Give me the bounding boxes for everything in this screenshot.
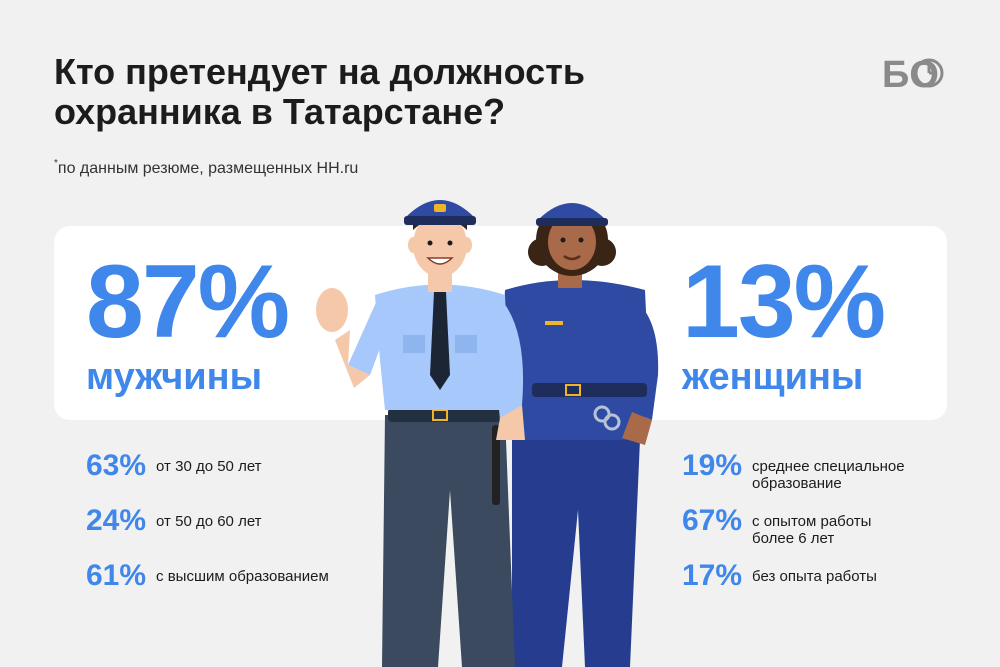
footnote-marker: *: [54, 158, 58, 169]
page-title: Кто претендует на должность охранника в …: [54, 52, 674, 132]
men-percent: 87%: [86, 244, 290, 360]
women-percent: 13%: [682, 244, 886, 360]
female-guard-figure: [500, 203, 659, 667]
logo: БО: [882, 54, 944, 92]
source-note-text: по данным резюме, размещенных HH.ru: [57, 160, 359, 177]
source-note: *по данным резюме, размещенных HH.ru: [54, 158, 359, 178]
stat-text: без опыта работы: [752, 568, 877, 585]
stat-percent: 19%: [682, 449, 743, 482]
security-guards-illustration: [316, 200, 659, 667]
stat-percent: 17%: [682, 559, 743, 592]
men-label: мужчины: [86, 356, 263, 398]
stat-percent: 24%: [86, 504, 147, 537]
title-line-2: охранника в Татарстане?: [54, 91, 506, 132]
men-stat-higher-education: 61% с высшим образованием: [86, 560, 329, 592]
stat-text: с опытом работы более 6 лет: [752, 513, 872, 547]
title-line-1: Кто претендует на должность: [54, 51, 585, 92]
stat-text: с высшим образованием: [156, 568, 329, 585]
male-guard-figure: [316, 200, 525, 667]
men-stat-age-50-60: 24% от 50 до 60 лет: [86, 505, 262, 537]
stat-text: от 30 до 50 лет: [156, 458, 262, 475]
clock-icon: [914, 58, 944, 88]
stat-text: среднее специальное образование: [752, 458, 905, 492]
women-label: женщины: [682, 356, 864, 398]
stat-percent: 63%: [86, 449, 147, 482]
stat-percent: 61%: [86, 559, 147, 592]
women-stat-secondary-education: 19% среднее специальное образование: [682, 449, 932, 493]
women-stat-no-experience: 17% без опыта работы: [682, 560, 877, 592]
stat-text: от 50 до 60 лет: [156, 513, 262, 530]
men-stat-age-30-50: 63% от 30 до 50 лет: [86, 450, 262, 482]
women-stat-experience-6-years: 67% с опытом работы более 6 лет: [682, 504, 902, 548]
stat-percent: 67%: [682, 504, 743, 537]
